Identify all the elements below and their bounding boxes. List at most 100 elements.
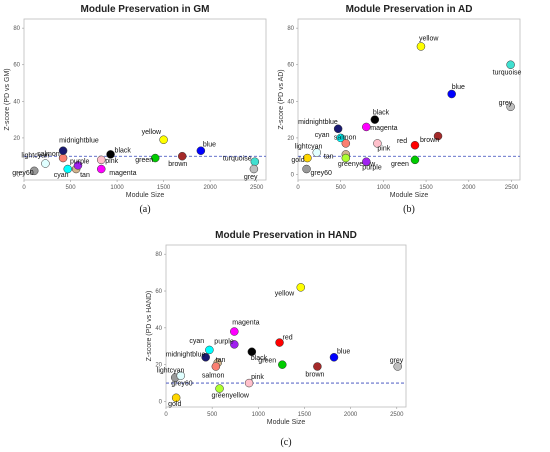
point-label-green: green — [258, 358, 276, 365]
point-blue — [447, 89, 456, 99]
x-tick-label: 500 — [66, 185, 77, 191]
y-tick-label: 20 — [13, 136, 20, 142]
x-axis-label: Module Size — [126, 192, 165, 199]
x-tick-label: 1500 — [298, 412, 312, 418]
point-pink — [97, 155, 106, 165]
point-black — [370, 115, 380, 124]
point-label-green: green — [135, 157, 153, 164]
point-label-purple: purple — [214, 338, 234, 345]
point-label-greenyellow: greenyellow — [212, 393, 250, 400]
point-label-brown: brown — [420, 137, 439, 144]
point-magenta — [230, 327, 239, 336]
x-tick-label: 2000 — [203, 185, 217, 191]
plot-frame — [297, 18, 521, 181]
point-label-grey60: grey60 — [171, 381, 193, 388]
point-label-blue: blue — [452, 84, 465, 91]
point-gold — [171, 393, 181, 403]
point-brown — [433, 131, 443, 141]
point-brown — [177, 151, 187, 161]
x-tick-label: 2500 — [505, 185, 519, 191]
point-blue — [196, 146, 206, 155]
y-tick-label: 60 — [155, 289, 162, 295]
point-grey — [393, 362, 402, 371]
point-label-gold: gold — [291, 157, 304, 164]
point-label-grey60: grey60 — [311, 170, 333, 177]
point-lightcyan — [176, 371, 186, 380]
point-midnightblue — [201, 353, 210, 362]
point-salmon — [58, 153, 68, 163]
point-label-brown: brown — [168, 161, 187, 168]
point-label-red: red — [283, 335, 293, 342]
x-tick-label: 0 — [22, 185, 26, 191]
x-tick-label: 1500 — [419, 185, 433, 191]
point-label-gold: gold — [168, 401, 181, 408]
point-label-lightcyan: lightcyan — [157, 368, 185, 375]
y-tick-label: 0 — [291, 173, 295, 179]
chart-title: Module Preservation in GM — [81, 4, 210, 15]
point-label-greenyellow: greenyellow — [338, 161, 376, 168]
y-tick-label: 0 — [17, 173, 21, 179]
x-tick-label: 2500 — [250, 185, 264, 191]
point-label-brown: brown — [305, 372, 324, 379]
x-tick-label: 0 — [164, 412, 168, 418]
point-label-yellow: yellow — [275, 290, 295, 297]
chart-title: Module Preservation in AD — [346, 4, 473, 15]
point-label-midnightblue: midnightblue — [59, 138, 99, 145]
point-turquoise — [250, 157, 260, 166]
x-axis-label: Module Size — [267, 419, 306, 426]
point-label-red: red — [397, 138, 407, 145]
panel-caption: (c) — [280, 437, 291, 448]
point-salmon — [341, 139, 351, 148]
point-label-yellow: yellow — [142, 129, 162, 136]
x-tick-label: 2000 — [344, 412, 358, 418]
x-tick-label: 500 — [207, 412, 218, 418]
x-tick-label: 1500 — [157, 185, 171, 191]
panel-b: Module Preservation in AD 0 20 40 60 80 0 500 10… — [278, 4, 522, 215]
point-cyan — [63, 164, 72, 174]
y-axis-label: Z-score (PD vs AD) — [278, 69, 285, 129]
point-yellow — [296, 283, 306, 292]
point-label-salmon: salmon — [37, 151, 60, 158]
y-tick-label: 20 — [155, 363, 162, 369]
point-label-pink: pink — [105, 158, 118, 165]
point-label-salmon: salmon — [334, 134, 357, 141]
point-label-magenta: magenta — [370, 125, 397, 132]
x-tick-label: 1000 — [110, 185, 124, 191]
point-label-grey: grey — [390, 358, 404, 365]
point-label-midnightblue: midnightblue — [298, 119, 338, 126]
y-tick-label: 40 — [155, 326, 162, 332]
point-black — [247, 347, 257, 357]
point-label-grey60: grey60 — [12, 170, 34, 177]
point-turquoise — [506, 60, 515, 69]
x-axis-label: Module Size — [390, 192, 429, 199]
point-label-magenta: magenta — [232, 320, 259, 327]
point-yellow — [416, 42, 426, 51]
point-label-blue: blue — [203, 142, 216, 149]
point-label-cyan: cyan — [189, 338, 204, 345]
y-tick-label: 40 — [287, 99, 294, 105]
point-green — [410, 155, 420, 165]
point-grey — [506, 102, 515, 112]
point-black — [106, 150, 115, 159]
point-purple — [73, 161, 83, 170]
point-label-cyan: cyan — [54, 172, 69, 179]
point-lightcyan — [312, 148, 322, 157]
point-greenyellow — [215, 384, 224, 393]
point-red — [275, 338, 284, 347]
point-red — [410, 140, 420, 150]
point-midnightblue — [58, 146, 68, 155]
point-label-black: black — [115, 147, 132, 154]
point-brown — [313, 362, 322, 371]
point-label-turquoise: turquoise — [493, 70, 522, 77]
point-magenta — [97, 164, 106, 174]
point-label-grey: grey — [244, 174, 258, 181]
point-lightcyan — [41, 159, 50, 168]
point-label-purple: purple — [70, 158, 90, 165]
y-tick-label: 80 — [155, 252, 162, 258]
y-tick-label: 20 — [287, 136, 294, 142]
point-pink — [373, 139, 382, 148]
x-tick-label: 2500 — [390, 412, 404, 418]
point-magenta — [362, 122, 371, 132]
point-midnightblue — [333, 124, 343, 134]
